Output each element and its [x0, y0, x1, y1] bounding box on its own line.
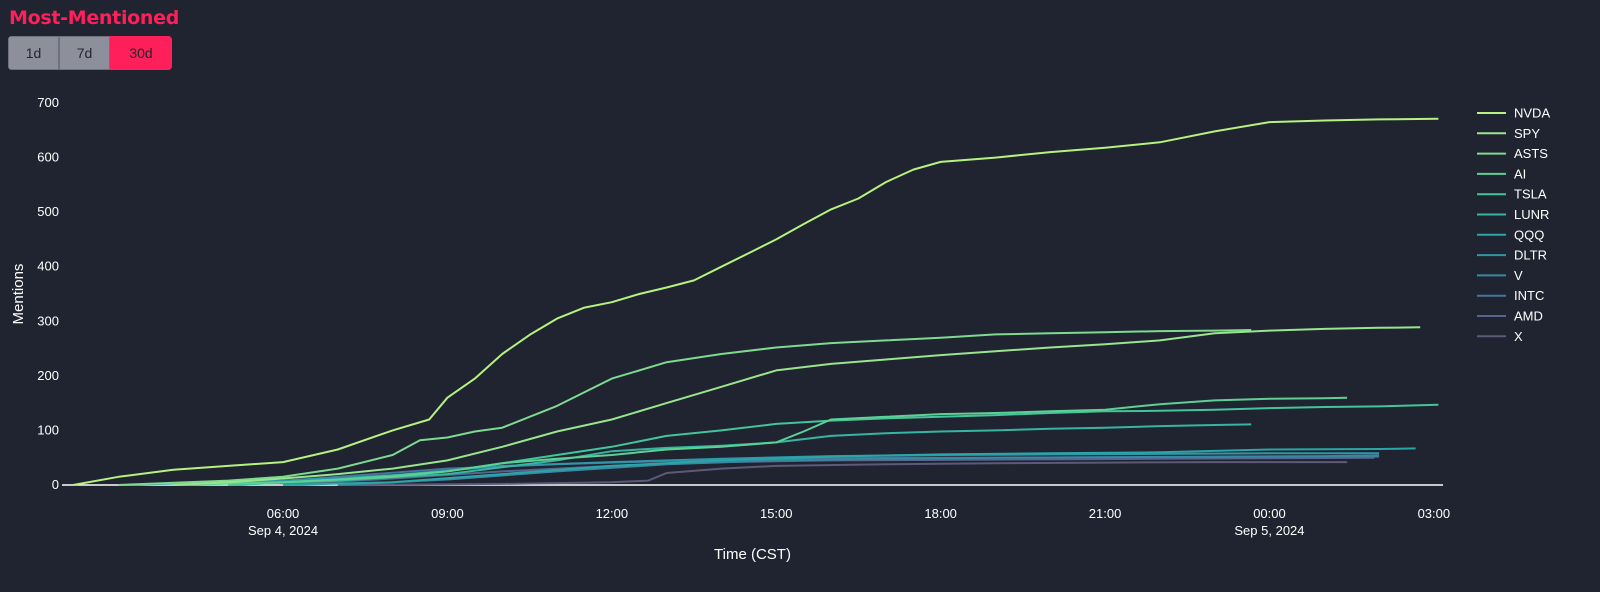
x-tick-label: 18:00 — [924, 506, 957, 521]
x-tick-label: 12:00 — [596, 506, 629, 521]
legend-item-intc[interactable]: INTC — [1477, 288, 1544, 303]
legend-label: QQQ — [1514, 227, 1544, 242]
legend-item-x[interactable]: X — [1477, 329, 1523, 344]
x-tick-label: 15:00 — [760, 506, 793, 521]
x-tick-sublabel: Sep 4, 2024 — [248, 523, 318, 538]
legend-label: DLTR — [1514, 248, 1547, 263]
series-line-qqq — [282, 447, 1416, 486]
y-axis-title: Mentions — [10, 264, 27, 325]
legend-item-dltr[interactable]: DLTR — [1477, 248, 1547, 263]
x-tick-label: 03:00 — [1418, 506, 1451, 521]
legend-item-ai[interactable]: AI — [1477, 166, 1526, 181]
x-tick-label: 21:00 — [1089, 506, 1122, 521]
legend-item-qqq[interactable]: QQQ — [1477, 227, 1544, 242]
x-tick-sublabel: Sep 5, 2024 — [1234, 523, 1304, 538]
y-tick-label: 400 — [37, 259, 59, 274]
legend-item-v[interactable]: V — [1477, 268, 1523, 283]
legend-item-asts[interactable]: ASTS — [1477, 146, 1548, 161]
y-tick-label: 300 — [37, 313, 59, 328]
series-lines — [72, 117, 1439, 486]
legend-label: LUNR — [1514, 207, 1549, 222]
legend-label: SPY — [1514, 126, 1540, 141]
series-line-nvda — [72, 117, 1439, 486]
range-button-7d[interactable]: 7d — [59, 36, 110, 70]
y-axis-ticks: 0 100 200 300 400 500 600 700 — [37, 95, 59, 492]
legend-label: AI — [1514, 166, 1526, 181]
legend-label: INTC — [1514, 288, 1544, 303]
legend-item-tsla[interactable]: TSLA — [1477, 187, 1547, 202]
legend-item-amd[interactable]: AMD — [1477, 309, 1543, 324]
legend-label: AMD — [1514, 309, 1543, 324]
series-line-tsla — [228, 403, 1439, 486]
series-line-spy — [173, 326, 1421, 486]
series-line-x — [337, 461, 1348, 486]
range-button-1d[interactable]: 1d — [8, 36, 59, 70]
page-title: Most-Mentioned — [9, 7, 180, 29]
x-tick-label: 00:00 — [1253, 506, 1286, 521]
x-tick-label: 06:00 — [267, 506, 300, 521]
time-range-selector: 1d 7d 30d — [8, 36, 172, 70]
y-tick-label: 200 — [37, 368, 59, 383]
x-axis-title: Time (CST) — [714, 546, 791, 563]
y-tick-label: 0 — [52, 477, 59, 492]
series-line-ai — [173, 396, 1348, 486]
y-tick-label: 700 — [37, 95, 59, 110]
y-tick-label: 500 — [37, 204, 59, 219]
y-tick-label: 600 — [37, 150, 59, 165]
series-line-asts — [118, 329, 1252, 486]
legend-item-lunr[interactable]: LUNR — [1477, 207, 1549, 222]
series-line-v — [337, 454, 1380, 486]
legend-label: TSLA — [1514, 187, 1547, 202]
legend-item-nvda[interactable]: NVDA — [1477, 106, 1550, 121]
legend-label: X — [1514, 329, 1523, 344]
x-axis-ticks: 06:00 Sep 4, 2024 09:00 12:00 15:00 18:00 21:0… — [248, 506, 1450, 538]
series-line-lunr — [228, 423, 1252, 486]
range-button-30d[interactable]: 30d — [110, 36, 172, 70]
x-tick-label: 09:00 — [431, 506, 464, 521]
legend-item-spy[interactable]: SPY — [1477, 126, 1540, 141]
chart-legend: NVDA SPY ASTS AI TSLA LUNR QQQ DLTR V INTC AMD X — [1477, 106, 1550, 344]
legend-label: V — [1514, 268, 1523, 283]
y-tick-label: 100 — [37, 422, 59, 437]
legend-label: NVDA — [1514, 106, 1550, 121]
legend-label: ASTS — [1514, 146, 1548, 161]
